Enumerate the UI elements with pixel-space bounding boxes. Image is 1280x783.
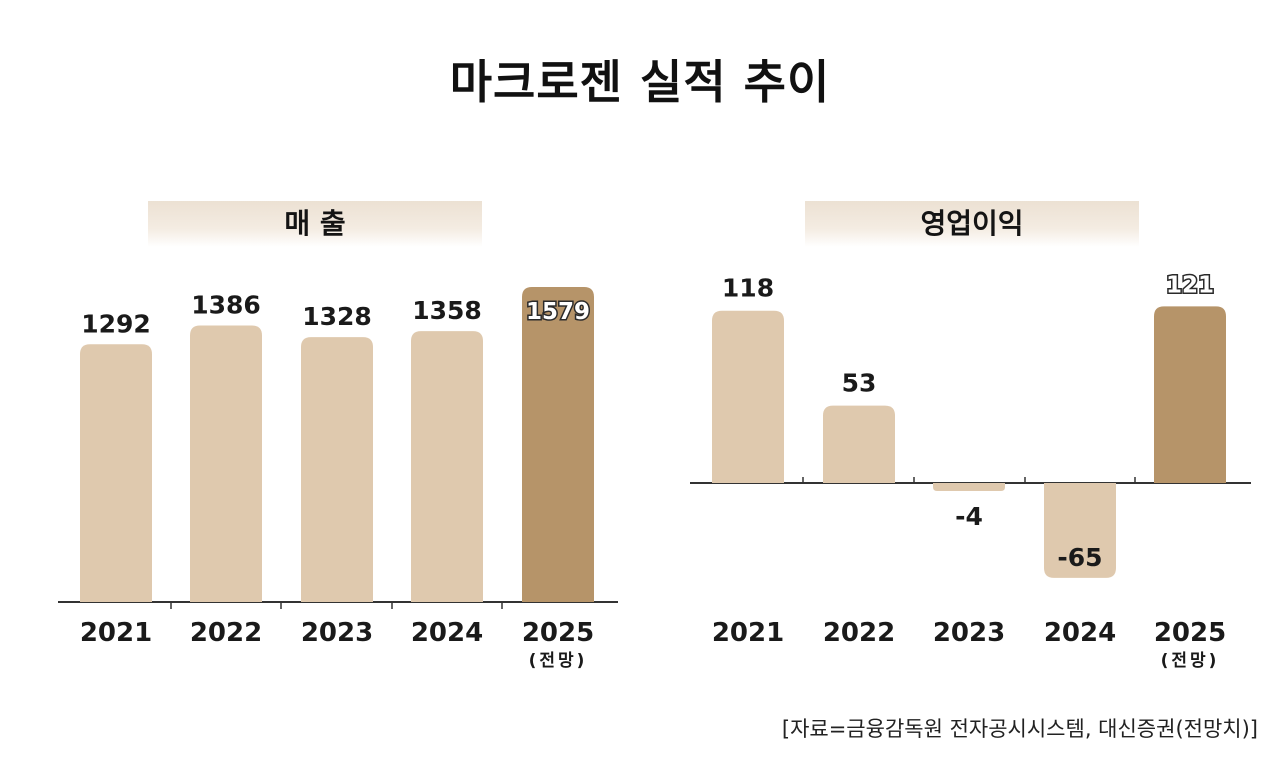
revenue-category-label: 2022	[190, 618, 262, 648]
profit-value-label: 53	[842, 369, 877, 398]
revenue-category-label: 2024	[411, 618, 483, 648]
profit-category-label: 2025	[1154, 618, 1226, 648]
revenue-value-label: 1328	[302, 302, 372, 331]
revenue-category-note: (전망)	[529, 651, 588, 671]
profit-value-label: -65	[1057, 543, 1102, 572]
profit-category-label: 2021	[712, 618, 784, 648]
revenue-value-label: 1292	[81, 309, 151, 338]
revenue-category-label: 2023	[301, 618, 373, 648]
revenue-value-label: 1386	[191, 291, 261, 320]
profit-category-label: 2022	[823, 618, 895, 648]
revenue-category-label: 2021	[80, 618, 152, 648]
revenue-bar-2024	[411, 331, 483, 602]
profit-value-label: -4	[955, 502, 983, 531]
profit-bar-2024	[1044, 483, 1116, 578]
profit-value-label: 118	[722, 274, 774, 303]
page-title: 마크로젠 실적 추이	[449, 55, 831, 109]
revenue-bar-2022	[190, 325, 262, 602]
profit-category-label: 2024	[1044, 618, 1116, 648]
revenue-bar-2023	[301, 337, 373, 602]
revenue-value-label: 1579	[526, 299, 590, 325]
profit-category-note: (전망)	[1161, 651, 1220, 671]
source-note: [자료=금융감독원 전자공시시스템, 대신증권(전망치)]	[781, 717, 1258, 741]
revenue-value-label: 1358	[412, 296, 482, 325]
revenue-category-label: 2025	[522, 618, 594, 648]
profit-value-label: 121	[1166, 272, 1214, 298]
operating-profit-chart-title: 영업이익	[805, 201, 1139, 247]
revenue-chart-title: 매 출	[148, 201, 482, 247]
profit-bar-2022	[823, 405, 895, 483]
profit-bar-2025	[1154, 306, 1226, 483]
profit-bar-2021	[712, 310, 784, 483]
revenue-bar-2025	[522, 287, 594, 602]
profit-bar-2023	[933, 483, 1005, 491]
profit-category-label: 2023	[933, 618, 1005, 648]
revenue-bar-2021	[80, 344, 152, 602]
